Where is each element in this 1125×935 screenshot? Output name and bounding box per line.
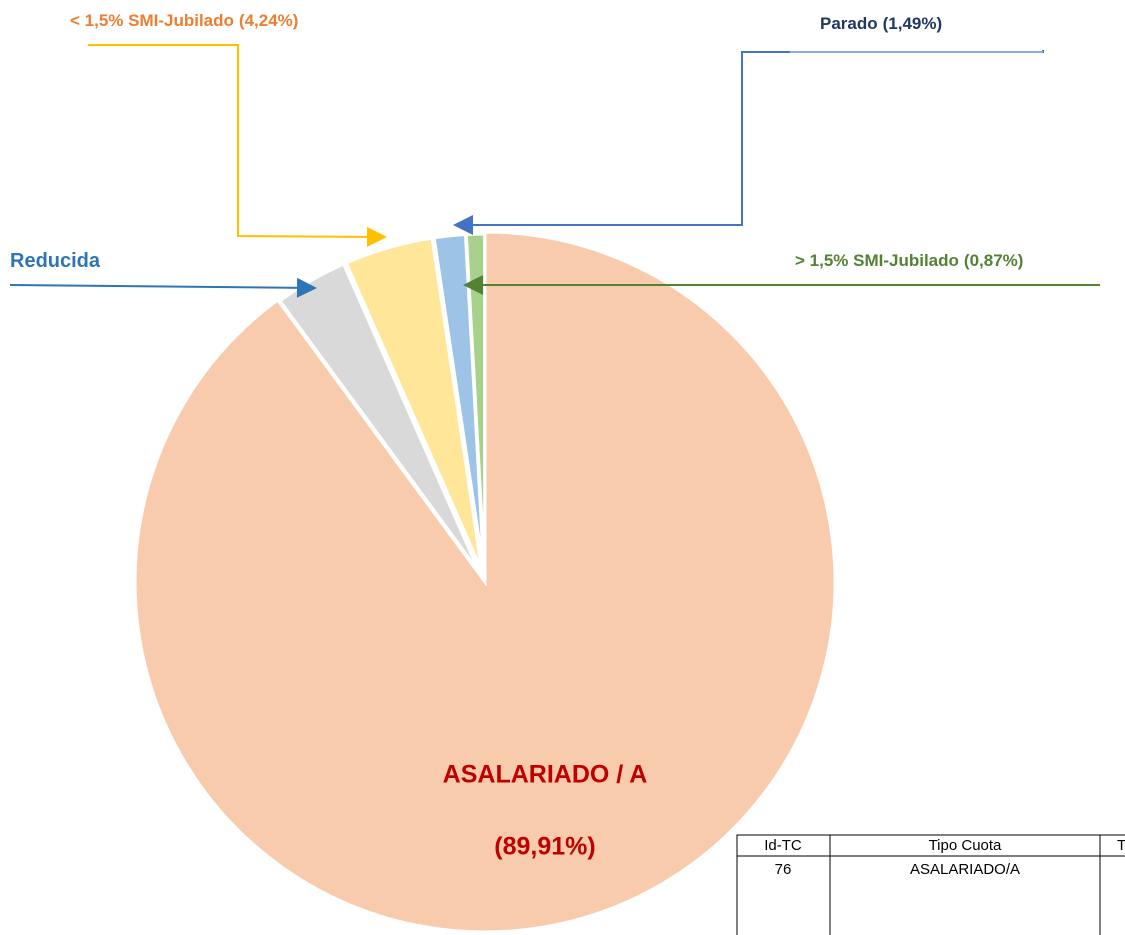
- value-label: (4,24%): [239, 11, 299, 30]
- pie: [133, 230, 837, 934]
- category-name: Reducida: [10, 250, 101, 272]
- category-name: > 1,5% SMI-Jubilado: [795, 251, 959, 270]
- table-cell: 76: [775, 861, 792, 878]
- leader-line: [453, 50, 1044, 235]
- leader-line: [88, 44, 387, 247]
- slice-label: < 1,5% SMI-Jubilado (4,24%): [70, 11, 298, 30]
- table-header: T: [1117, 837, 1125, 854]
- pie-slice: [133, 230, 837, 934]
- slice-label: Parado (1,49%): [820, 14, 942, 33]
- value-label: (89,91%): [494, 833, 595, 861]
- slice-label: Reducida: [10, 250, 101, 272]
- table-header: Id-TC: [764, 837, 802, 854]
- category-name: < 1,5% SMI-Jubilado: [70, 11, 234, 30]
- value-label: (1,49%): [883, 14, 943, 33]
- table-cell: ASALARIADO/A: [910, 861, 1020, 878]
- leader-line: [9, 277, 317, 298]
- table-header: Tipo Cuota: [929, 837, 1002, 854]
- table-border: [736, 834, 1125, 935]
- table: Id-TC Tipo Cuota T 76 ASALARIADO/A: [736, 834, 1125, 935]
- category-name: Parado: [820, 14, 878, 33]
- slice-label: ASALARIADO / A: [443, 761, 648, 789]
- slice-label: > 1,5% SMI-Jubilado (0,87%): [795, 251, 1023, 270]
- pie-slice: [344, 236, 484, 572]
- labels: ASALARIADO / A (89,91%) Reducida < 1,5% SMI…: [10, 11, 1023, 860]
- value-label: (0,87%): [964, 251, 1024, 270]
